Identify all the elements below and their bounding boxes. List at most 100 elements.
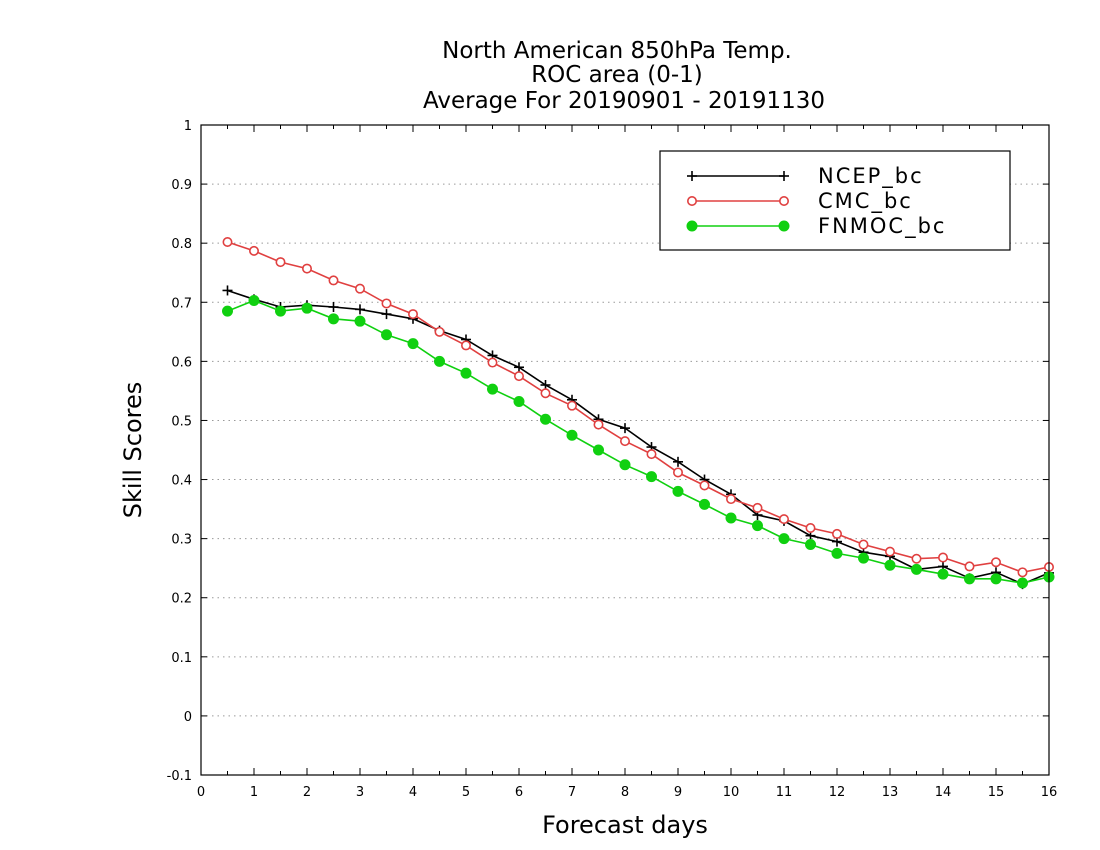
legend-marker	[686, 220, 698, 232]
data-point-fnmoc-bc	[911, 563, 922, 575]
series-fnmoc-bc	[222, 295, 1055, 589]
legend-label-ncep-bc: NCEP_bc	[818, 164, 924, 189]
data-point-cmc-bc	[937, 552, 948, 563]
legend-marker	[778, 220, 790, 232]
data-point-cmc-bc	[858, 539, 869, 550]
data-point-fnmoc-bc	[646, 471, 657, 483]
series-ncep-bc	[222, 285, 1054, 590]
data-point-fnmoc-bc	[672, 485, 684, 497]
y-tick-label: 0	[184, 710, 192, 725]
data-point-fnmoc-bc	[593, 444, 604, 456]
data-point-cmc-bc	[1017, 567, 1028, 578]
data-point-cmc-bc	[699, 480, 710, 491]
y-tick-label: 0.2	[171, 592, 192, 607]
series-line-cmc-bc	[227, 241, 1050, 574]
x-tick-label: 7	[568, 785, 576, 800]
data-point-cmc-bc	[513, 371, 524, 382]
data-point-cmc-bc	[407, 309, 418, 320]
x-tick-label: 0	[197, 785, 205, 800]
y-tick-label: -0.1	[167, 769, 192, 784]
x-tick-label: 13	[882, 785, 899, 800]
data-point-fnmoc-bc	[460, 367, 472, 379]
y-tick-label: 0.9	[171, 178, 192, 193]
x-tick-label: 2	[303, 785, 311, 800]
data-point-cmc-bc	[301, 263, 312, 274]
data-point-fnmoc-bc	[725, 512, 737, 524]
legend-label-cmc-bc: CMC_bc	[818, 189, 913, 214]
data-point-cmc-bc	[487, 357, 498, 368]
data-point-fnmoc-bc	[354, 315, 366, 327]
legend-marker	[687, 171, 697, 181]
data-point-fnmoc-bc	[328, 313, 339, 325]
data-point-ncep-bc	[328, 302, 339, 312]
data-point-fnmoc-bc	[858, 552, 869, 564]
data-point-cmc-bc	[778, 514, 789, 525]
data-point-cmc-bc	[646, 449, 657, 460]
x-tick-label: 12	[829, 785, 846, 800]
data-point-cmc-bc	[434, 326, 445, 337]
data-point-cmc-bc	[328, 275, 339, 286]
data-point-cmc-bc	[805, 522, 816, 533]
legend-marker	[686, 196, 697, 207]
y-tick-label: 0.8	[171, 237, 192, 252]
data-point-cmc-bc	[460, 340, 471, 351]
data-point-ncep-bc	[381, 309, 392, 320]
data-point-fnmoc-bc	[434, 355, 445, 367]
data-point-fnmoc-bc	[381, 329, 392, 341]
x-tick-label: 10	[723, 785, 740, 800]
data-point-fnmoc-bc	[805, 539, 816, 551]
legend-marker	[778, 196, 789, 207]
y-tick-label: 0.7	[171, 296, 192, 311]
x-tick-label: 4	[409, 785, 417, 800]
data-point-cmc-bc	[752, 502, 763, 513]
legend-entry-ncep-bc: NCEP_bc	[687, 164, 924, 189]
series-cmc-bc	[222, 237, 1055, 578]
data-point-cmc-bc	[964, 561, 975, 572]
y-tick-label: 0.1	[171, 651, 192, 666]
data-point-cmc-bc	[222, 237, 233, 248]
data-point-cmc-bc	[831, 528, 842, 539]
x-tick-label: 5	[462, 785, 470, 800]
plot-frame	[200, 124, 1050, 776]
x-tick-label: 11	[776, 785, 793, 800]
data-point-fnmoc-bc	[884, 559, 896, 571]
data-point-cmc-bc	[672, 467, 683, 478]
data-point-cmc-bc	[911, 553, 922, 564]
y-tick-label: 1	[184, 119, 192, 134]
data-point-cmc-bc	[593, 419, 604, 430]
legend-entry-cmc-bc: CMC_bc	[686, 189, 913, 214]
data-point-ncep-bc	[673, 456, 683, 467]
x-tick-label: 8	[621, 785, 629, 800]
data-point-fnmoc-bc	[301, 302, 313, 314]
data-point-fnmoc-bc	[937, 568, 949, 580]
y-tick-label: 0.5	[171, 414, 192, 429]
series-line-ncep-bc	[227, 289, 1050, 585]
x-tick-label: 16	[1041, 785, 1058, 800]
data-point-fnmoc-bc	[487, 383, 498, 395]
y-tick-label: 0.4	[171, 474, 192, 489]
data-point-fnmoc-bc	[222, 305, 233, 317]
chart-title: North American 850hPa Temp. ROC area (0-…	[423, 38, 825, 114]
y-tick-label: 0.3	[171, 533, 192, 548]
gridlines	[201, 183, 1049, 717]
data-point-cmc-bc	[566, 400, 577, 411]
data-point-fnmoc-bc	[1017, 577, 1028, 589]
data-point-fnmoc-bc	[990, 573, 1002, 585]
data-point-cmc-bc	[540, 388, 551, 399]
data-point-cmc-bc	[381, 298, 392, 309]
x-tick-label: 9	[674, 785, 682, 800]
data-point-cmc-bc	[884, 546, 895, 557]
data-point-fnmoc-bc	[407, 338, 419, 350]
title-line-1: North American 850hPa Temp.	[442, 38, 792, 64]
title-line-3: Average For 20190901 - 20191130	[423, 88, 825, 114]
legend-entry-fnmoc-bc: FNMOC_bc	[686, 214, 944, 239]
data-point-ncep-bc	[355, 304, 365, 315]
x-axis-label: Forecast days	[542, 811, 708, 839]
data-point-ncep-bc	[514, 362, 524, 373]
title-line-2: ROC area (0-1)	[531, 62, 703, 88]
data-point-cmc-bc	[619, 436, 630, 447]
data-point-ncep-bc	[222, 285, 233, 296]
data-point-fnmoc-bc	[540, 413, 551, 425]
